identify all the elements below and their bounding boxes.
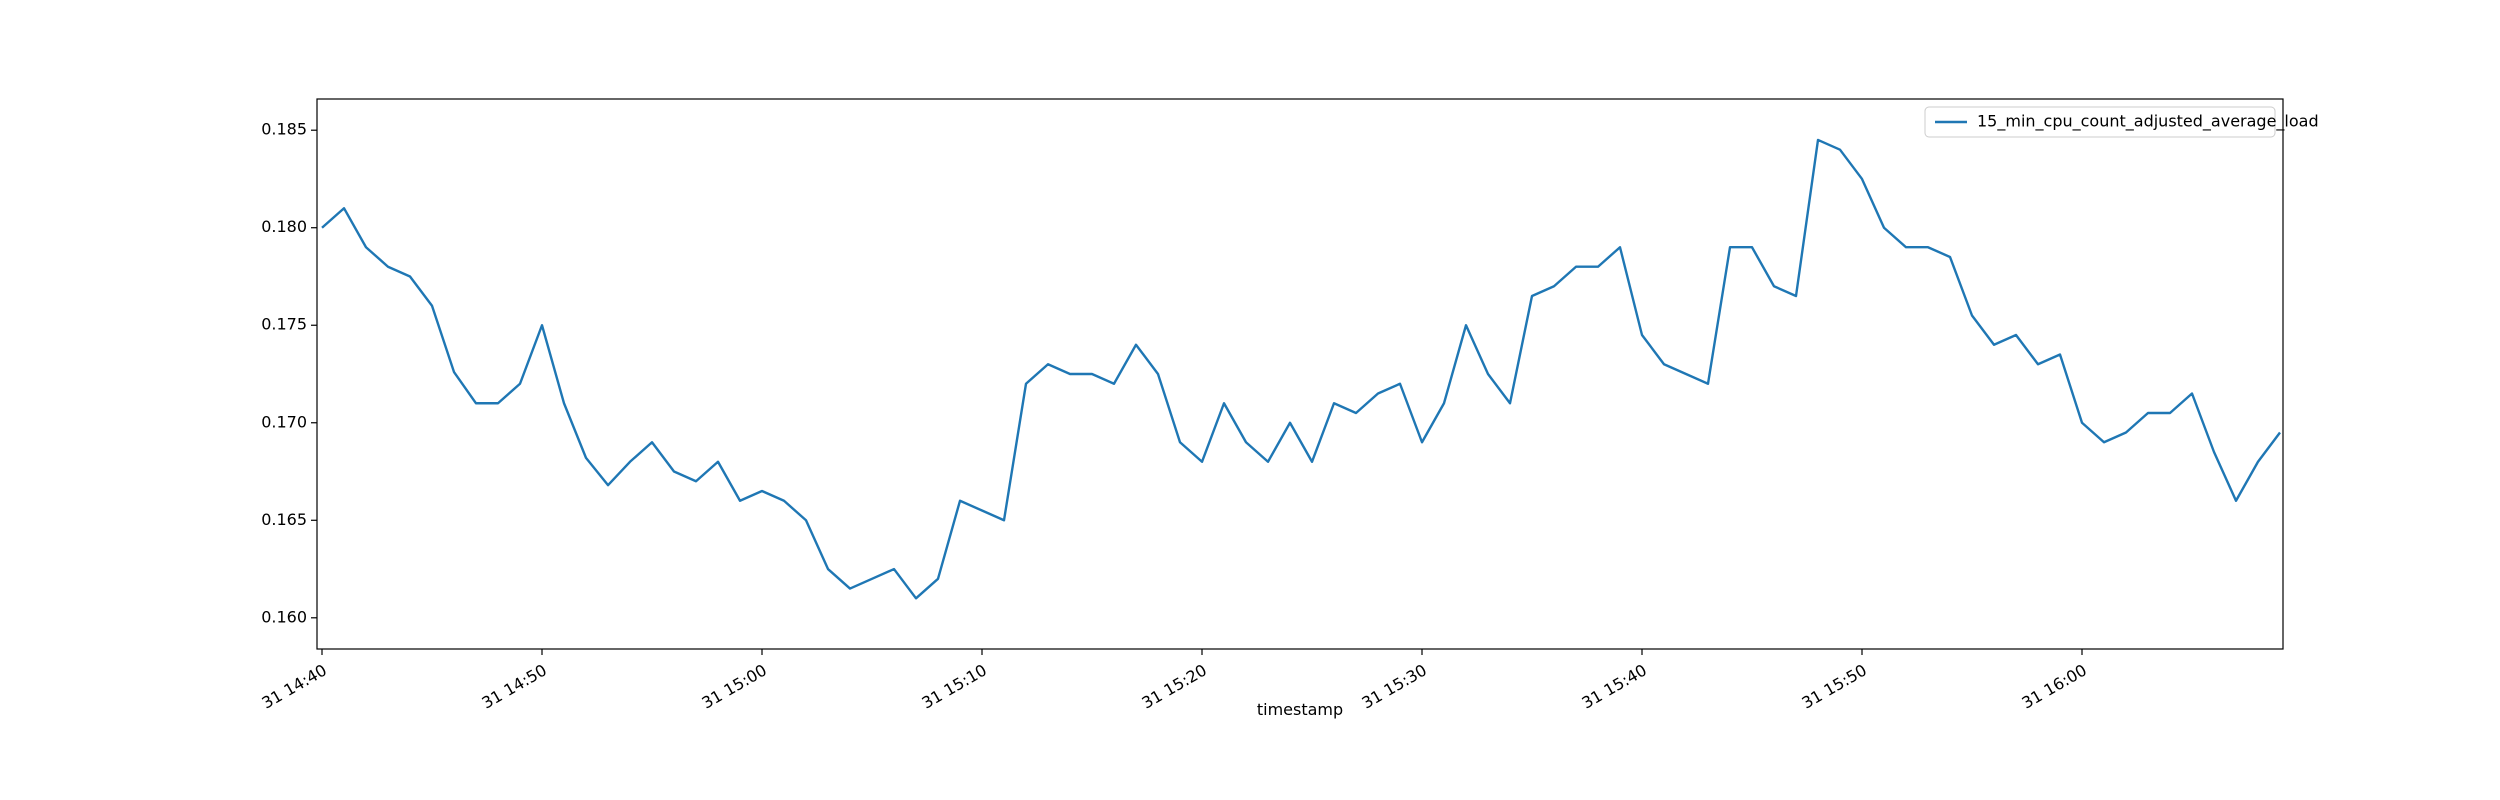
y-tick-label: 0.180	[261, 217, 307, 236]
y-tick-label: 0.165	[261, 510, 307, 529]
y-tick-label: 0.170	[261, 412, 307, 431]
x-axis-label: timestamp	[1257, 700, 1343, 719]
y-tick-label: 0.175	[261, 315, 307, 334]
y-tick-label: 0.185	[261, 120, 307, 139]
axes-frame	[316, 98, 2284, 650]
data-line	[321, 138, 2281, 600]
legend-label: 15_min_cpu_count_adjusted_average_load	[1977, 112, 2319, 132]
y-tick-label: 0.160	[261, 607, 307, 626]
legend-box	[1924, 106, 2276, 138]
